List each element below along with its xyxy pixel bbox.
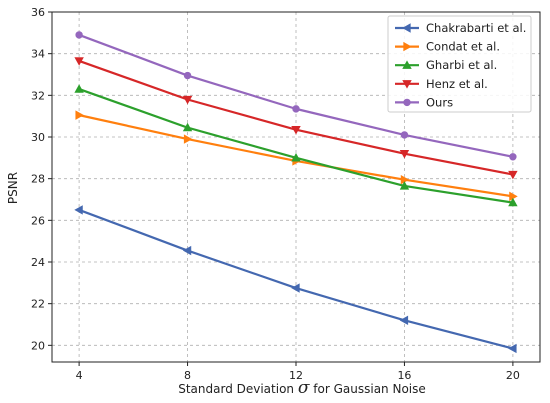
data-point [75, 110, 84, 120]
y-tick-label: 22 [31, 298, 45, 311]
y-tick-label: 24 [31, 256, 45, 269]
legend-item: Henz et al. [395, 77, 488, 91]
data-point [399, 315, 409, 326]
legend-item: Chakrabarti et al. [395, 21, 526, 35]
data-point [509, 191, 518, 202]
data-point [509, 153, 517, 161]
series-henz-et-al [74, 57, 518, 180]
legend-item: Ours [395, 95, 453, 109]
x-tick-label: 4 [76, 369, 83, 382]
data-point [182, 122, 193, 132]
data-point [75, 31, 83, 39]
y-tick-label: 26 [31, 214, 45, 227]
series-ours [75, 31, 517, 161]
x-axis-label: Standard Deviation σ for Gaussian Noise [178, 378, 426, 398]
data-point [508, 343, 517, 354]
x-tick-label: 8 [184, 369, 191, 382]
legend-swatch-marker [402, 60, 412, 69]
y-tick-label: 28 [31, 173, 45, 186]
x-tick-label: 12 [289, 369, 303, 382]
legend-label: Gharbi et al. [426, 58, 497, 72]
legend-item: Condat et al. [395, 40, 500, 54]
x-axis-label-suffix: for Gaussian Noise [313, 382, 425, 396]
y-tick-label: 34 [31, 48, 45, 61]
data-point [292, 105, 300, 113]
data-point [399, 181, 410, 190]
x-tick-label: 20 [506, 369, 520, 382]
x-axis-label-sigma: σ [298, 378, 310, 398]
series-gharbi-et-al [74, 84, 518, 207]
legend-label: Ours [426, 95, 453, 109]
legend-label: Condat et al. [426, 40, 500, 54]
legend-item: Gharbi et al. [395, 58, 497, 72]
data-point [508, 170, 518, 180]
data-point [183, 71, 192, 80]
legend-swatch-marker [402, 23, 411, 33]
legend-swatch-marker [403, 98, 411, 107]
data-point [508, 197, 518, 207]
x-axis-label-prefix: Standard Deviation [178, 382, 294, 396]
y-tick-label: 30 [31, 131, 45, 144]
data-point [400, 174, 410, 185]
data-point [74, 57, 84, 66]
legend-label: Chakrabarti et al. [426, 21, 526, 35]
y-axis-label: PSNR [6, 172, 20, 204]
y-tick-label: 20 [31, 339, 45, 352]
legend-label: Henz et al. [426, 77, 488, 91]
legend-swatch-marker [402, 80, 412, 89]
data-point [182, 95, 193, 105]
data-point [291, 153, 301, 162]
data-point [183, 134, 193, 144]
series-lines [74, 31, 518, 354]
data-point [74, 205, 83, 215]
data-point [399, 150, 410, 159]
axis-ticks: 4 8 12 16 20 20 22 24 26 28 30 32 34 36 [31, 6, 520, 382]
y-tick-label: 32 [31, 89, 45, 102]
y-tick-label: 36 [31, 6, 45, 19]
data-point [291, 126, 301, 135]
legend: Chakrabarti et al. Condat et al. Gharbi et… [387, 15, 532, 113]
data-point [291, 283, 300, 293]
series-chakrabarti-et-al [74, 205, 517, 354]
data-point [182, 245, 192, 256]
data-point [400, 131, 409, 139]
x-tick-label: 16 [397, 369, 411, 382]
legend-box [387, 15, 532, 113]
legend-swatch-marker [403, 41, 412, 52]
data-point [74, 84, 84, 93]
